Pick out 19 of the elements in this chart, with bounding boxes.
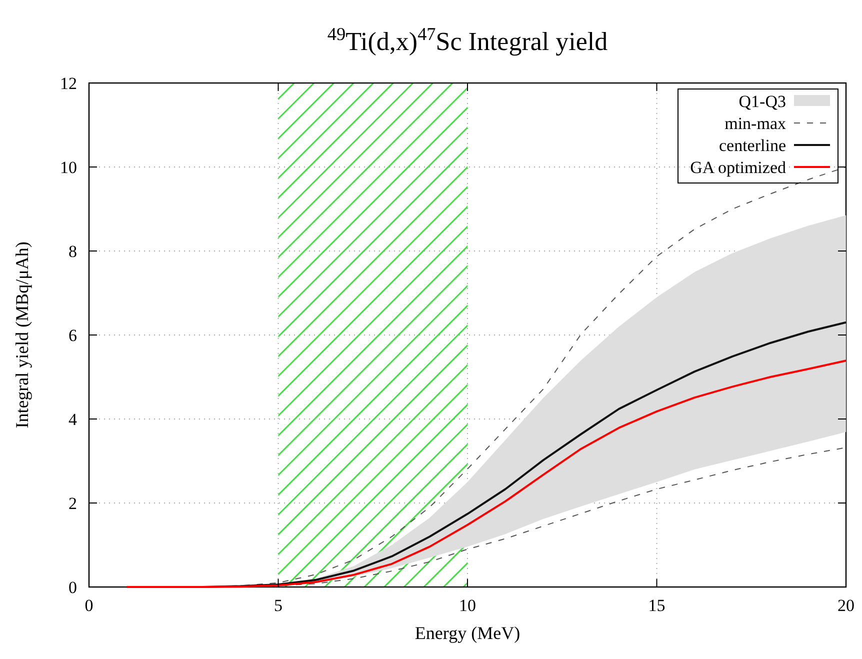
annotation: Q1-Q3 xyxy=(738,92,786,111)
chart-title: $^{49}$Ti(d,x)$^{47}$Sc Integral yield xyxy=(327,24,608,56)
y-tick-label: 2 xyxy=(68,494,77,513)
y-tick-label: 8 xyxy=(68,242,77,261)
x-axis-title: Energy (MeV) xyxy=(414,623,520,643)
y-tick-label: 0 xyxy=(68,578,77,597)
x-tick-label: 10 xyxy=(459,596,476,615)
legend-label: min-max xyxy=(724,114,786,133)
y-tick-label: 4 xyxy=(68,410,78,429)
y-tick-label: 12 xyxy=(60,74,77,93)
x-tick-label: 5 xyxy=(274,596,282,615)
x-tick-label: 0 xyxy=(84,596,94,615)
x-tick-label: 20 xyxy=(838,596,854,615)
y-axis-title: Integral yield (MBq/μAh) xyxy=(12,242,32,428)
legend-label: centerline xyxy=(718,136,786,155)
y-tick-label: 10 xyxy=(60,158,77,177)
legend-label: GA optimized xyxy=(690,158,786,177)
x-tick-label: 15 xyxy=(648,596,666,615)
y-tick-label: 6 xyxy=(68,326,77,345)
